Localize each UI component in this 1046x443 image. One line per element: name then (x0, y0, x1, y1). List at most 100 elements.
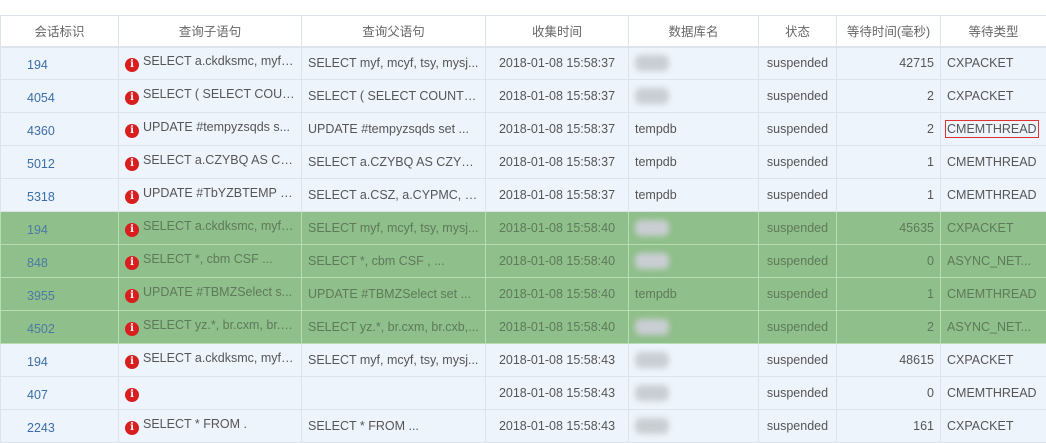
redacted-blur (635, 88, 669, 104)
col-wait-time[interactable]: 等待时间(毫秒) (837, 16, 941, 47)
collect-time-cell: 2018-01-08 15:58:43 (486, 410, 629, 443)
col-wait-type[interactable]: 等待类型 (941, 16, 1046, 47)
parent-query-cell: SELECT myf, mcyf, tsy, mysj... (302, 47, 486, 80)
wait-time-cell: 1 (837, 146, 941, 179)
warning-icon[interactable]: i (125, 421, 139, 435)
time-text: 2018-01-08 15:58:40 (499, 254, 615, 268)
wait-time-cell: 161 (837, 410, 941, 443)
parent-query-cell: SELECT myf, mcyf, tsy, mysj... (302, 212, 486, 245)
session-id-link[interactable]: 4054 (1, 80, 119, 113)
child-text: SELECT ( SELECT COUN... (143, 87, 302, 101)
session-id-link[interactable]: 407 (1, 377, 119, 410)
session-id-link[interactable]: 848 (1, 245, 119, 278)
child-text: SELECT a.CZYBQ AS CZY... (143, 153, 302, 167)
warning-icon[interactable]: i (125, 91, 139, 105)
id-text: 5318 (27, 190, 55, 204)
session-id-link[interactable]: 194 (1, 344, 119, 377)
wait-text: 161 (913, 419, 934, 433)
parent-text: SELECT * FROM ... (308, 419, 419, 433)
database-cell: tempdb (629, 278, 759, 311)
id-text: 3955 (27, 289, 55, 303)
status-text: suspended (767, 419, 828, 433)
session-id-link[interactable]: 3955 (1, 278, 119, 311)
collect-time-cell: 2018-01-08 15:58:37 (486, 80, 629, 113)
col-parent-query[interactable]: 查询父语句 (302, 16, 486, 47)
wait-type-cell: CXPACKET (941, 212, 1046, 245)
wait-text: 1 (927, 188, 934, 202)
redacted-blur (635, 220, 669, 236)
status-text: suspended (767, 320, 828, 334)
warning-icon[interactable]: i (125, 388, 139, 402)
warning-icon[interactable]: i (125, 223, 139, 237)
collect-time-cell: 2018-01-08 15:58:37 (486, 113, 629, 146)
database-cell: tempdb (629, 179, 759, 212)
wait-type-cell: ASYNC_NET... (941, 311, 1046, 344)
wait-type-cell: CMEMTHREAD (941, 146, 1046, 179)
parent-text: UPDATE #TBMZSelect set ... (308, 287, 471, 301)
parent-text: SELECT *, cbm CSF , ... (308, 254, 445, 268)
session-id-link[interactable]: 4360 (1, 113, 119, 146)
id-text: 194 (27, 223, 48, 237)
col-status[interactable]: 状态 (759, 16, 837, 47)
session-id-link[interactable]: 2243 (1, 410, 119, 443)
session-id-link[interactable]: 4502 (1, 311, 119, 344)
collect-time-cell: 2018-01-08 15:58:43 (486, 344, 629, 377)
col-child-query[interactable]: 查询子语句 (119, 16, 302, 47)
id-text: 4360 (27, 124, 55, 138)
wait-time-cell: 0 (837, 245, 941, 278)
parent-query-cell: SELECT a.CSZ, a.CYPMC, a.... (302, 179, 486, 212)
db-text: tempdb (635, 188, 677, 202)
collect-time-cell: 2018-01-08 15:58:40 (486, 278, 629, 311)
table-row[interactable]: 5318 i UPDATE #TbYZBTEMP s... SELECT a.CSZ,… (1, 179, 1046, 212)
wait-time-cell: 2 (837, 80, 941, 113)
warning-icon[interactable]: i (125, 190, 139, 204)
col-session-id[interactable]: 会话标识 (1, 16, 119, 47)
id-text: 2243 (27, 421, 55, 435)
col-collect-time[interactable]: 收集时间 (486, 16, 629, 47)
db-text: tempdb (635, 122, 677, 136)
wait-text: 2 (927, 122, 934, 136)
warning-icon[interactable]: i (125, 58, 139, 72)
warning-icon[interactable]: i (125, 256, 139, 270)
session-id-link[interactable]: 5318 (1, 179, 119, 212)
session-id-link[interactable]: 5012 (1, 146, 119, 179)
wait-text: 0 (927, 386, 934, 400)
db-text: tempdb (635, 287, 677, 301)
wait-type-cell: CXPACKET (941, 80, 1046, 113)
child-query-cell: i UPDATE #TbYZBTEMP s... (119, 179, 302, 212)
time-text: 2018-01-08 15:58:40 (499, 221, 615, 235)
status-cell: suspended (759, 47, 837, 80)
session-wait-table: 会话标识 查询子语句 查询父语句 收集时间 数据库名 状态 等待时间(毫秒) 等… (0, 15, 1046, 443)
warning-icon[interactable]: i (125, 124, 139, 138)
session-id-link[interactable]: 194 (1, 47, 119, 80)
session-id-link[interactable]: 194 (1, 212, 119, 245)
parent-query-cell: SELECT yz.*, br.cxm, br.cxb,... (302, 311, 486, 344)
warning-icon[interactable]: i (125, 157, 139, 171)
warning-icon[interactable]: i (125, 355, 139, 369)
parent-query-cell: SELECT *, cbm CSF , ... (302, 245, 486, 278)
col-database[interactable]: 数据库名 (629, 16, 759, 47)
warning-icon[interactable]: i (125, 322, 139, 336)
database-cell (629, 377, 759, 410)
status-text: suspended (767, 254, 828, 268)
child-text: UPDATE #TbYZBTEMP s... (143, 186, 297, 200)
warning-icon[interactable]: i (125, 289, 139, 303)
parent-text: SELECT a.CSZ, a.CYPMC, a.... (308, 188, 486, 202)
status-text: suspended (767, 353, 828, 367)
type-text: CMEMTHREAD (947, 155, 1037, 169)
wait-time-cell: 42715 (837, 47, 941, 80)
time-text: 2018-01-08 15:58:37 (499, 89, 615, 103)
